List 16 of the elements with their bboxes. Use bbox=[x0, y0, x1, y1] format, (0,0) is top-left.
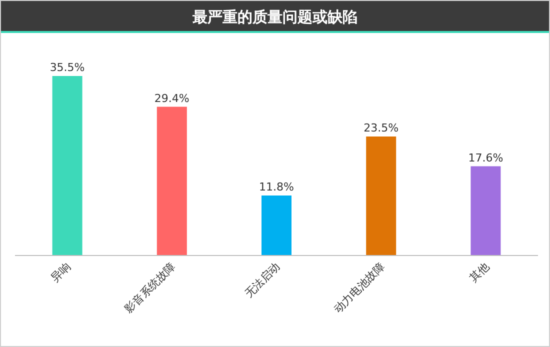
data-label: 17.6% bbox=[468, 151, 504, 164]
bar bbox=[52, 76, 82, 255]
x-tick-label: 无法启动 bbox=[242, 260, 283, 300]
data-label: 11.8% bbox=[259, 180, 294, 194]
bar bbox=[366, 136, 396, 255]
bar bbox=[262, 196, 292, 255]
bar bbox=[470, 166, 501, 255]
chart-title: 最严重的质量问题或缺陷 bbox=[192, 8, 358, 26]
x-tick-label: 异响 bbox=[48, 260, 74, 285]
x-tick-label: 其他 bbox=[467, 260, 492, 285]
data-label: 23.5% bbox=[364, 122, 399, 135]
x-tick-label: 动力电池故障 bbox=[331, 260, 388, 316]
data-label: 35.5% bbox=[50, 61, 85, 74]
bar bbox=[156, 106, 187, 255]
data-label: 29.4% bbox=[154, 92, 190, 105]
x-tick-label: 影音系统故障 bbox=[122, 260, 178, 316]
